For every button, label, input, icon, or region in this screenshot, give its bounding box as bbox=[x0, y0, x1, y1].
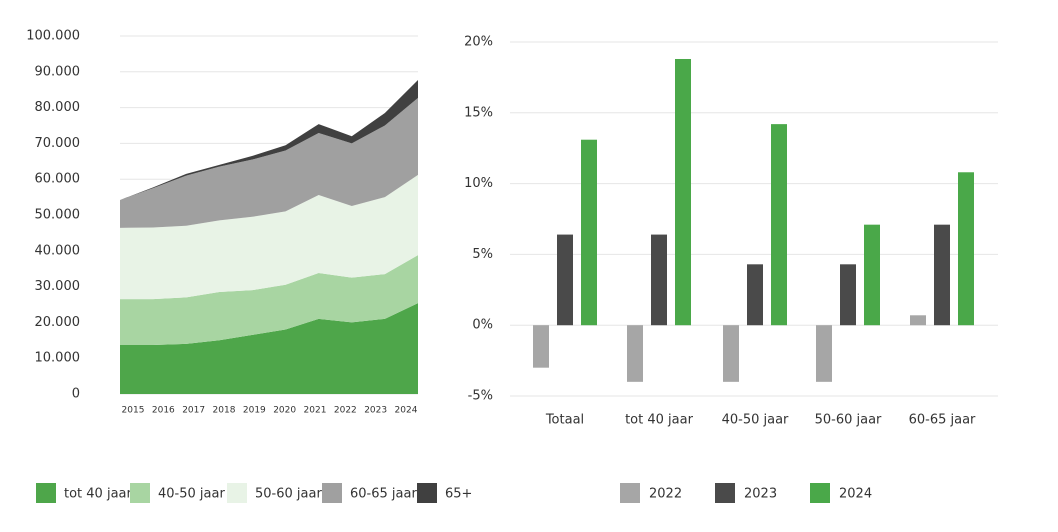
y-tick-label: 70.000 bbox=[35, 136, 81, 151]
legend-label: tot 40 jaar bbox=[64, 487, 132, 502]
y-tick-label: -5% bbox=[468, 389, 493, 404]
bar bbox=[840, 264, 856, 326]
x-tick-label: 2021 bbox=[304, 406, 327, 416]
legend-swatch bbox=[227, 483, 247, 503]
x-tick-label: 2016 bbox=[152, 406, 175, 416]
bar bbox=[816, 325, 832, 382]
x-tick-label: 2022 bbox=[334, 406, 357, 416]
x-tick-label: 2017 bbox=[182, 406, 205, 416]
y-tick-label: 10% bbox=[464, 176, 493, 191]
y-tick-label: 20% bbox=[464, 35, 493, 50]
x-tick-label: 50-60 jaar bbox=[815, 413, 882, 428]
bar bbox=[533, 325, 549, 368]
area bbox=[120, 303, 418, 394]
y-tick-label: 100.000 bbox=[26, 29, 80, 44]
x-tick-label: Totaal bbox=[545, 413, 584, 428]
x-tick-label: 2015 bbox=[122, 406, 145, 416]
y-tick-label: 5% bbox=[472, 247, 493, 262]
area bbox=[120, 97, 418, 228]
legend-swatch bbox=[810, 483, 830, 503]
bar bbox=[581, 139, 597, 326]
bar bbox=[651, 234, 667, 326]
x-tick-label: 2020 bbox=[273, 406, 296, 416]
x-tick-label: 2018 bbox=[213, 406, 236, 416]
y-tick-label: 80.000 bbox=[35, 100, 81, 115]
legend-label: 40-50 jaar bbox=[158, 487, 225, 502]
bar bbox=[675, 58, 691, 326]
legend-label: 50-60 jaar bbox=[255, 487, 322, 502]
bar bbox=[864, 224, 880, 326]
bar bbox=[958, 172, 974, 326]
legend-swatch bbox=[620, 483, 640, 503]
x-tick-label: 2023 bbox=[364, 406, 387, 416]
y-tick-label: 0 bbox=[72, 387, 80, 402]
y-tick-label: 60.000 bbox=[35, 172, 81, 187]
legend-swatch bbox=[36, 483, 56, 503]
y-tick-label: 40.000 bbox=[35, 243, 81, 258]
bar bbox=[747, 264, 763, 326]
legend-swatch bbox=[322, 483, 342, 503]
bar bbox=[771, 124, 787, 326]
y-tick-label: 30.000 bbox=[35, 279, 81, 294]
legend-label: 2022 bbox=[649, 487, 682, 502]
area bbox=[120, 255, 418, 345]
legend-swatch bbox=[417, 483, 437, 503]
x-tick-label: 2019 bbox=[243, 406, 266, 416]
y-tick-label: 50.000 bbox=[35, 208, 81, 223]
y-tick-label: 90.000 bbox=[35, 64, 81, 79]
legend-swatch bbox=[715, 483, 735, 503]
bar bbox=[627, 325, 643, 382]
legend-swatch bbox=[130, 483, 150, 503]
y-tick-label: 0% bbox=[472, 318, 493, 333]
legend-label: 2024 bbox=[839, 487, 872, 502]
legend-label: 65+ bbox=[445, 487, 472, 502]
bar bbox=[910, 315, 926, 326]
bar bbox=[934, 224, 950, 326]
x-tick-label: 60-65 jaar bbox=[909, 413, 976, 428]
bar bbox=[723, 325, 739, 382]
legend-label: 2023 bbox=[744, 487, 777, 502]
legend-label: 60-65 jaar bbox=[350, 487, 417, 502]
area bbox=[120, 174, 418, 300]
y-tick-label: 10.000 bbox=[35, 351, 81, 366]
x-tick-label: 2024 bbox=[395, 406, 418, 416]
y-tick-label: 20.000 bbox=[35, 315, 81, 330]
bar bbox=[557, 234, 573, 326]
x-tick-label: 40-50 jaar bbox=[722, 413, 789, 428]
y-tick-label: 15% bbox=[464, 105, 493, 120]
x-tick-label: tot 40 jaar bbox=[625, 413, 693, 428]
